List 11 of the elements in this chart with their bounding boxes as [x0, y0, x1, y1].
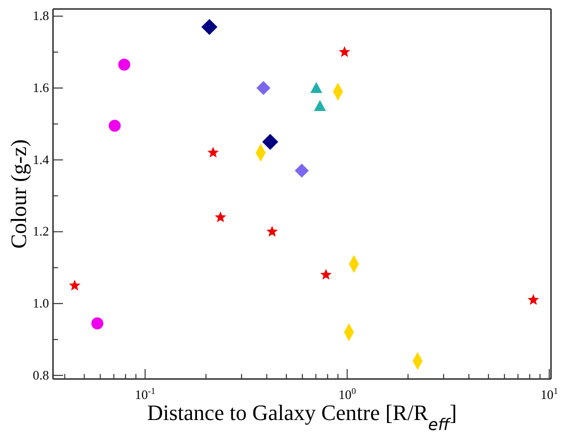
y-tick-label: 1.6 — [32, 80, 50, 96]
x-tick-label: 10$^{1}$ — [540, 386, 558, 402]
y-tick-label: 1.4 — [32, 152, 50, 167]
y-axis-title: Colour (g-z) — [6, 139, 31, 249]
x-tick-label: 10$^{-1}$ — [134, 386, 156, 402]
y-tick-label: 0.8 — [32, 367, 49, 382]
x-axis-title: Distance to Galaxy Centre [R/R$_{eff}$] — [147, 400, 457, 433]
x-tick-label: 10$^{0}$ — [338, 386, 356, 402]
y-tick-label: 1.0 — [32, 296, 49, 311]
y-tick-label: 1.8 — [32, 8, 49, 24]
y-tick-label: 1.2 — [32, 224, 49, 239]
